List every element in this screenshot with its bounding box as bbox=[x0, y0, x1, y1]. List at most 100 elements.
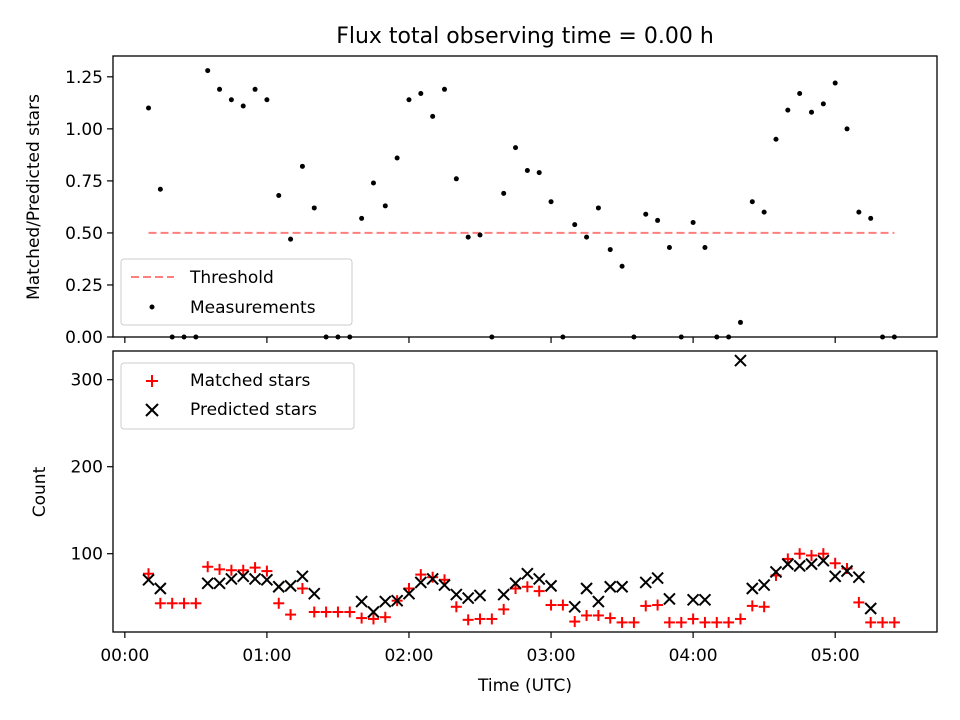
predicted-star-marker bbox=[757, 578, 771, 592]
measurement-point bbox=[666, 244, 672, 250]
matched-star-marker bbox=[806, 549, 818, 561]
predicted-star-marker bbox=[639, 576, 652, 589]
measurement-point bbox=[868, 215, 874, 221]
predicted-star-marker bbox=[497, 588, 510, 601]
measurement-point bbox=[418, 90, 424, 96]
predicted-star-marker bbox=[213, 577, 226, 590]
predicted-star-marker bbox=[615, 580, 629, 593]
top-y-tick-label: 1.25 bbox=[65, 68, 103, 88]
predicted-star-marker bbox=[201, 577, 214, 590]
predicted-legend-label: Predicted stars bbox=[190, 400, 317, 420]
matched-star-marker bbox=[403, 583, 415, 595]
measurement-point bbox=[773, 136, 779, 142]
matched-star-marker bbox=[829, 557, 841, 569]
predicted-star-marker bbox=[864, 602, 877, 615]
predicted-star-marker bbox=[225, 572, 238, 586]
predicted-star-marker bbox=[438, 578, 451, 592]
matched-star-marker bbox=[652, 599, 664, 611]
measurement-point bbox=[228, 97, 234, 103]
predicted-star-marker bbox=[154, 582, 167, 595]
matched-star-marker bbox=[296, 583, 308, 595]
measurement-point bbox=[394, 155, 400, 161]
matched-star-marker bbox=[663, 616, 675, 628]
matched-star-marker bbox=[450, 601, 462, 613]
measurement-point bbox=[252, 86, 258, 92]
measurement-point bbox=[157, 186, 163, 192]
predicted-star-marker bbox=[284, 579, 297, 593]
matched-star-marker bbox=[474, 613, 486, 625]
matched-star-marker bbox=[249, 562, 261, 574]
top-marks bbox=[146, 68, 897, 340]
matched-star-marker bbox=[853, 596, 865, 608]
predicted-star-marker bbox=[817, 554, 830, 567]
bottom-legend-box bbox=[120, 362, 355, 430]
measurement-point bbox=[311, 205, 317, 211]
matched-star-marker bbox=[723, 616, 735, 628]
measurement-point bbox=[465, 234, 471, 240]
matched-star-marker bbox=[438, 574, 450, 586]
matched-star-marker bbox=[533, 585, 545, 597]
measurement-point bbox=[655, 217, 661, 223]
top-y-tick-label: 0.50 bbox=[65, 224, 103, 244]
predicted-star-marker bbox=[828, 570, 842, 583]
measurement-point bbox=[820, 101, 826, 107]
predicted-star-marker bbox=[272, 580, 285, 593]
measurements-legend-swatch bbox=[149, 304, 155, 310]
measurement-point bbox=[595, 205, 601, 211]
bottom-y-axis-label: Count bbox=[30, 466, 50, 517]
top-y-tick-label: 1.00 bbox=[65, 120, 103, 140]
matched-star-marker bbox=[190, 597, 202, 609]
measurement-point bbox=[359, 215, 365, 221]
bottom-y-tick-label: 100 bbox=[71, 545, 103, 565]
matched-star-marker bbox=[154, 597, 166, 609]
matched-star-marker bbox=[758, 601, 770, 613]
matched-star-marker bbox=[581, 609, 593, 621]
measurement-point bbox=[441, 86, 447, 92]
bottom-y-tick-label: 300 bbox=[71, 371, 103, 391]
matched-star-marker bbox=[273, 597, 285, 609]
matched-star-marker bbox=[782, 553, 794, 565]
top-y-tick-label: 0.00 bbox=[65, 328, 103, 348]
predicted-star-marker bbox=[473, 589, 487, 602]
matched-star-marker bbox=[545, 599, 557, 611]
predicted-star-marker bbox=[686, 593, 700, 607]
bottom-y-tick-label: 200 bbox=[71, 458, 103, 478]
measurement-point bbox=[809, 109, 815, 115]
predicted-star-marker bbox=[852, 570, 866, 584]
matched-star-marker bbox=[557, 599, 569, 611]
x-tick-label: 03:00 bbox=[527, 646, 576, 666]
measurement-point bbox=[288, 236, 294, 242]
predicted-star-marker bbox=[805, 557, 818, 571]
matched-star-marker bbox=[308, 606, 320, 618]
matched-star-marker bbox=[746, 600, 758, 612]
top-plot: 0.00 0.25 0.50 0.75 1.00 1.25 Matched/Predict… bbox=[24, 55, 938, 348]
matched-star-marker bbox=[379, 611, 391, 623]
predicted-star-marker bbox=[260, 573, 274, 587]
measurement-point bbox=[584, 234, 590, 240]
matched-star-marker bbox=[794, 548, 806, 560]
measurement-point bbox=[382, 203, 388, 209]
measurement-point bbox=[536, 170, 542, 176]
matched-star-marker bbox=[143, 568, 155, 580]
matched-star-marker bbox=[687, 613, 699, 625]
predicted-star-marker bbox=[746, 582, 759, 595]
predicted-star-marker bbox=[248, 572, 262, 586]
predicted-star-marker bbox=[237, 570, 250, 583]
matched-star-marker bbox=[817, 548, 829, 560]
top-legend: Threshold Measurements bbox=[120, 258, 353, 326]
measurement-point bbox=[477, 232, 483, 238]
predicted-star-marker bbox=[769, 565, 783, 579]
measurement-point bbox=[513, 145, 519, 151]
matched-star-marker bbox=[888, 616, 900, 628]
measurement-point bbox=[370, 180, 376, 186]
measurement-point bbox=[619, 263, 625, 269]
matched-star-marker bbox=[521, 581, 533, 593]
matched-star-marker bbox=[178, 597, 190, 609]
predicted-star-marker bbox=[580, 582, 593, 595]
bottom-legend: Matched stars Predicted stars bbox=[120, 362, 355, 430]
matched-star-marker bbox=[498, 603, 510, 615]
measurement-point bbox=[856, 209, 862, 215]
bottom-plot: 00:00 01:00 02:00 03:00 04:00 05:00100200300 … bbox=[30, 350, 938, 696]
measurement-point bbox=[785, 107, 791, 113]
